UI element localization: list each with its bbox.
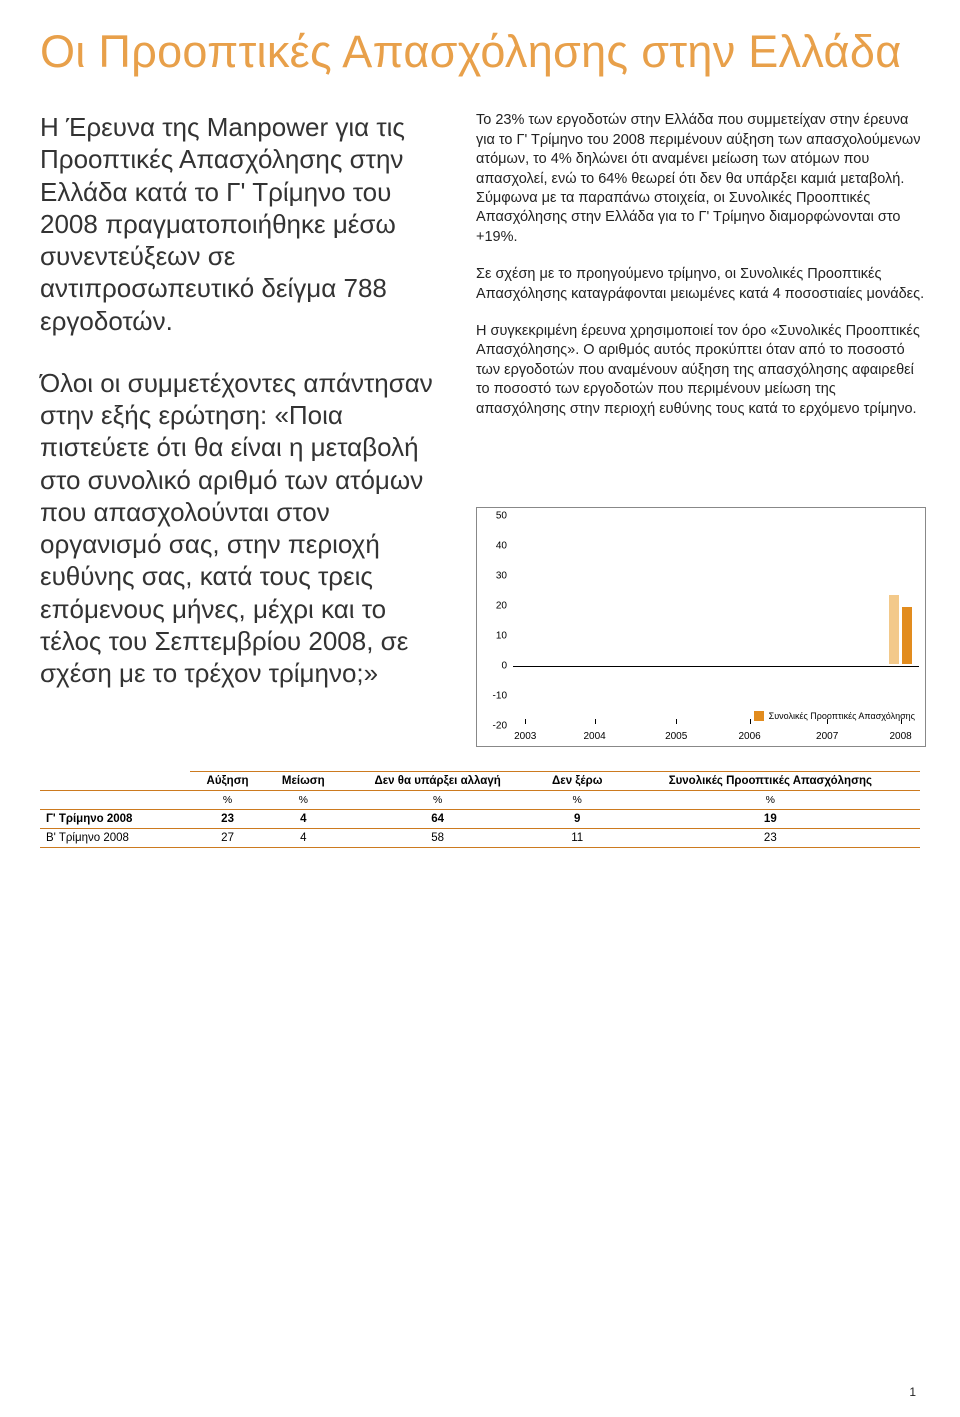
table-unit-cell: % (534, 791, 621, 810)
page-number: 1 (909, 1385, 916, 1399)
table-row-label: Γ' Τρίμηνο 2008 (40, 810, 190, 829)
chart-baseline (513, 666, 919, 667)
table-unit-row: %%%%% (40, 791, 920, 810)
chart-x-tick-mark (750, 719, 751, 724)
table-col-header: Μείωση (265, 772, 341, 791)
chart-x-tick-mark (827, 719, 828, 724)
table-cell: 23 (190, 810, 265, 829)
table-cell: 4 (265, 829, 341, 848)
table-unit-cell: % (265, 791, 341, 810)
table-cell: 19 (621, 810, 920, 829)
chart-bar (902, 607, 912, 664)
chart-y-tick: -10 (481, 691, 507, 702)
chart-y-tick: -20 (481, 721, 507, 732)
table-cell: 9 (534, 810, 621, 829)
table-body: Γ' Τρίμηνο 200823464919Β' Τρίμηνο 200827… (40, 810, 920, 848)
table-cell: 11 (534, 829, 621, 848)
table-cell: 23 (621, 829, 920, 848)
chart-y-tick: 20 (481, 601, 507, 612)
table-col-header: Δεν ξέρω (534, 772, 621, 791)
chart-bar (889, 595, 899, 664)
legend-swatch (754, 711, 764, 721)
body-paragraph-3: Η συγκεκριμένη έρευνα χρησιμοποιεί τον ό… (476, 322, 926, 419)
table-cell: 64 (341, 810, 533, 829)
table-unit-cell: % (621, 791, 920, 810)
page-title: Οι Προοπτικές Απασχόλησης στην Ελλάδα (40, 28, 920, 75)
table-header-row: ΑύξησηΜείωσηΔεν θα υπάρξει αλλαγήΔεν ξέρ… (40, 772, 920, 791)
chart-x-tick: 2004 (583, 731, 605, 742)
chart-x-tick-mark (676, 719, 677, 724)
outlook-chart: Συνολικές Προοπτικές Απασχόλησης -20 -10 0… (476, 507, 926, 747)
chart-frame: Συνολικές Προοπτικές Απασχόλησης -20 -10 0… (476, 507, 926, 747)
table-col-header: Συνολικές Προοπτικές Απασχόλησης (621, 772, 920, 791)
data-table: ΑύξησηΜείωσηΔεν θα υπάρξει αλλαγήΔεν ξέρ… (40, 771, 920, 848)
table-col-header: Αύξηση (190, 772, 265, 791)
chart-x-tick: 2003 (514, 731, 536, 742)
chart-x-tick: 2008 (889, 731, 911, 742)
chart-x-tick: 2005 (665, 731, 687, 742)
chart-x-tick-mark (901, 719, 902, 724)
intro-paragraph-1: Η Έρευνα της Manpower για τις Προοπτικές… (40, 111, 448, 337)
chart-legend: Συνολικές Προοπτικές Απασχόλησης (754, 710, 915, 722)
chart-x-tick: 2007 (816, 731, 838, 742)
chart-y-tick: 30 (481, 571, 507, 582)
table-cell: 27 (190, 829, 265, 848)
table-cell: 4 (265, 810, 341, 829)
left-column: Η Έρευνα της Manpower για τις Προοπτικές… (40, 111, 448, 747)
body-paragraph-2: Σε σχέση με το προηγούμενο τρίμηνο, οι Σ… (476, 265, 926, 304)
table-corner (40, 772, 190, 791)
table-unit-cell: % (341, 791, 533, 810)
body-paragraph-1: Το 23% των εργοδοτών στην Ελλάδα που συμ… (476, 111, 926, 247)
legend-label: Συνολικές Προοπτικές Απασχόλησης (769, 711, 915, 721)
table-unit-cell: % (190, 791, 265, 810)
table-col-header: Δεν θα υπάρξει αλλαγή (341, 772, 533, 791)
chart-x-tick-mark (595, 719, 596, 724)
right-column: Το 23% των εργοδοτών στην Ελλάδα που συμ… (476, 111, 926, 747)
chart-y-tick: 50 (481, 511, 507, 522)
content-columns: Η Έρευνα της Manpower για τις Προοπτικές… (40, 111, 920, 747)
table-row: Β' Τρίμηνο 2008274581123 (40, 829, 920, 848)
chart-y-tick: 0 (481, 661, 507, 672)
intro-paragraph-2: Όλοι οι συμμετέχοντες απά­ντησαν στην εξ… (40, 367, 448, 689)
chart-y-tick: 40 (481, 541, 507, 552)
table-corner (40, 791, 190, 810)
chart-plot-area (513, 516, 919, 724)
chart-x-tick: 2006 (739, 731, 761, 742)
chart-y-tick: 10 (481, 631, 507, 642)
table-row-label: Β' Τρίμηνο 2008 (40, 829, 190, 848)
chart-x-tick-mark (525, 719, 526, 724)
table-cell: 58 (341, 829, 533, 848)
table-row: Γ' Τρίμηνο 200823464919 (40, 810, 920, 829)
